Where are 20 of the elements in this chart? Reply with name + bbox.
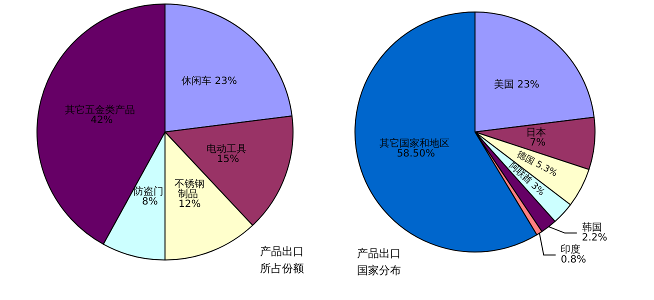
slice-label: 美国 23% xyxy=(494,78,540,90)
data-label: 42% xyxy=(87,114,113,126)
data-label: 8% xyxy=(138,196,158,208)
text: 产品出口国家分布 xyxy=(357,247,401,277)
text: 产品出口所占份额 xyxy=(260,245,304,275)
slice-label: 印度 xyxy=(560,244,584,256)
data-label: 2.2% xyxy=(582,232,608,244)
data-label: 15% xyxy=(216,154,240,166)
slice-label: 其它五金类产品 xyxy=(65,104,136,116)
data-label: 7% xyxy=(530,138,546,149)
slice-label: 电动工具 xyxy=(206,143,250,156)
data-label: 12% xyxy=(178,198,201,210)
slice-label: 韩国 xyxy=(582,222,606,234)
slice-label: 日本 xyxy=(526,126,550,139)
slice-label: 其它国家和地区 xyxy=(379,137,450,150)
data-label: 0.8% xyxy=(560,254,586,266)
slice-label: 防盗门 xyxy=(133,185,164,198)
slice-label: 不锈钢制品 xyxy=(174,178,205,200)
data-label: 58.50% xyxy=(394,148,435,160)
slice-label: 休闲车 23% xyxy=(182,75,238,88)
